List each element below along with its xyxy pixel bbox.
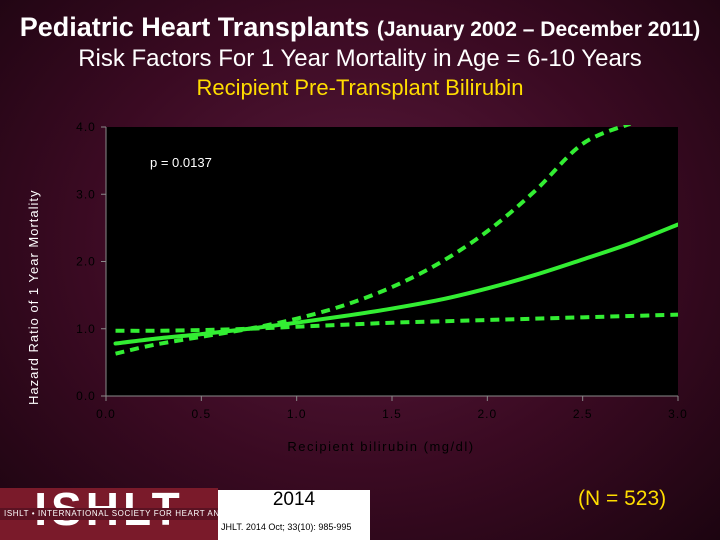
- x-tick-labels: 0.0 0.5 1.0 1.5 2.0 2.5 3.0: [96, 396, 688, 421]
- year-box: [218, 490, 370, 540]
- x-tick-label: 2.0: [477, 407, 497, 421]
- y-tick-label: 0.0: [76, 389, 96, 403]
- report-year: 2014: [272, 489, 316, 510]
- chart-subtitle: Risk Factors For 1 Year Mortality in Age…: [78, 45, 642, 72]
- chart-variable: Recipient Pre-Transplant Bilirubin: [196, 75, 524, 100]
- y-tick-label: 4.0: [76, 120, 96, 134]
- ishlt-logo-subtext: ISHLT • INTERNATIONAL SOCIETY FOR HEART …: [4, 509, 342, 518]
- citation: JHLT. 2014 Oct; 33(10): 985-995: [221, 522, 352, 532]
- p-value-annotation: p = 0.0137: [150, 155, 212, 170]
- x-tick-label: 3.0: [668, 407, 688, 421]
- slide-title: Pediatric Heart Transplants (January 200…: [0, 12, 720, 43]
- y-tick-label: 3.0: [76, 187, 96, 201]
- sample-size: (N = 523): [578, 487, 667, 510]
- upper-confidence-line: [115, 125, 632, 356]
- y-tick-label: 2.0: [76, 255, 96, 269]
- hazard-ratio-line: [113, 222, 678, 346]
- x-tick-label: 2.5: [573, 407, 593, 421]
- y-axis-label: Hazard Ratio of 1 Year Mortality: [26, 189, 41, 405]
- y-tick-labels: 0.0 1.0 2.0 3.0 4.0: [76, 120, 106, 403]
- x-tick-label: 1.5: [382, 407, 402, 421]
- slide-title-dates: (January 2002 – December 2011): [376, 18, 701, 41]
- lower-confidence-line: [115, 312, 678, 333]
- chart-series: [113, 125, 678, 356]
- y-tick-label: 1.0: [76, 322, 96, 336]
- x-axis-label: Recipient bilirubin (mg/dl): [287, 439, 474, 454]
- slide-title-main: Pediatric Heart Transplants: [19, 12, 370, 42]
- x-tick-label: 1.0: [287, 407, 307, 421]
- x-tick-label: 0.0: [96, 407, 116, 421]
- x-tick-label: 0.5: [191, 407, 211, 421]
